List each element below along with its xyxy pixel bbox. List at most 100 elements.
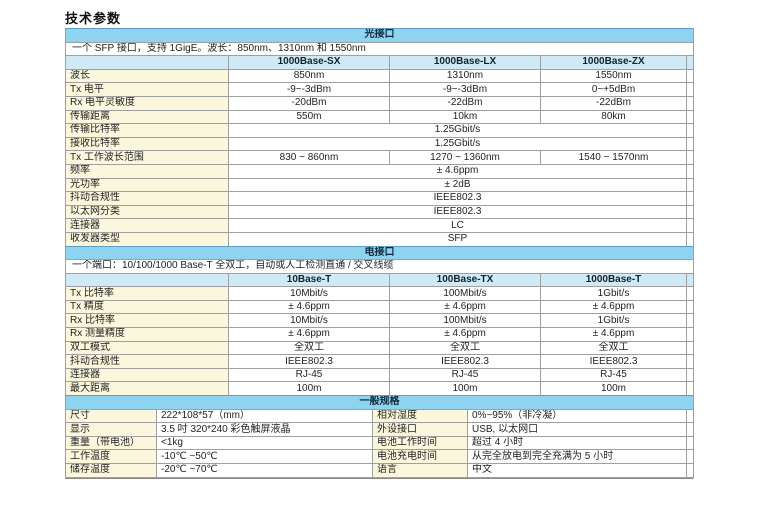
band-row: 一般规格 (64, 395, 695, 410)
value-cell: 100Mbit/s (389, 313, 541, 329)
value-cell: 0%~95%（非冷凝） (467, 408, 687, 424)
edge-cell (685, 231, 695, 247)
row-label: 频率 (65, 163, 229, 179)
row-label: 外设接口 (372, 422, 468, 437)
value-cell: ± 4.6ppm (389, 327, 541, 342)
table-row: Tx 精度 ± 4.6ppm ± 4.6ppm ± 4.6ppm (65, 299, 695, 315)
value-cell: 100m (228, 381, 390, 397)
row-label: 抖动合规性 (65, 191, 229, 206)
row-label: Rx 测量精度 (65, 327, 229, 342)
row-label: 传输距离 (65, 109, 229, 125)
value-cell: 中文 (467, 463, 687, 478)
row-label: 连接器 (65, 218, 229, 233)
edge-cell (685, 55, 695, 70)
edge-cell (685, 313, 695, 329)
edge-cell (685, 123, 695, 138)
edge-cell (685, 272, 695, 288)
value-cell: -22dBm (389, 95, 541, 111)
table-row: 抖动合规性 IEEE802.3 (65, 191, 695, 206)
value-cell: IEEE802.3 (228, 204, 687, 220)
edge-cell (685, 435, 695, 451)
value-cell: 1Gbit/s (540, 286, 687, 301)
value-cell: SFP (228, 231, 687, 247)
value-cell: <1kg (156, 435, 373, 451)
value-cell: RJ-45 (540, 367, 687, 383)
edge-cell (685, 204, 695, 220)
row-label: Tx 工作波长范围 (65, 150, 229, 165)
value-cell: 1.25Gbit/s (228, 123, 687, 138)
value-cell: -22dBm (540, 95, 687, 111)
edge-cell (685, 82, 695, 97)
table-row: 最大距离 100m 100m 100m (65, 381, 695, 397)
column-header: 1000Base-ZX (540, 55, 687, 70)
section-note: 一个 SFP 接口，支持 1GigE。波长：850nm、1310nm 和 155… (64, 41, 695, 57)
table-row: Rx 比特率 10Mbit/s 100Mbit/s 1Gbit/s (65, 313, 695, 329)
value-cell: IEEE802.3 (540, 354, 687, 369)
table-row: 显示 3.5 吋 320*240 彩色触屏液晶 外设接口 USB, 以太网口 (65, 422, 695, 437)
table-row: 光功率 ± 2dB (65, 177, 695, 193)
row-label: Tx 比特率 (65, 286, 229, 301)
value-cell: 830 ~ 860nm (228, 150, 390, 165)
colhead-row: 1000Base-SX 1000Base-LX 1000Base-ZX (65, 55, 695, 70)
table-row: Tx 电平 -9~-3dBm -9~-3dBm 0~+5dBm (65, 82, 695, 97)
value-cell: 1310nm (389, 68, 541, 84)
row-label: Tx 精度 (65, 299, 229, 315)
value-cell: LC (228, 218, 687, 233)
row-label: 波长 (65, 68, 229, 84)
value-cell: 从完全放电到完全充满为 5 小时 (467, 449, 687, 464)
edge-cell (685, 68, 695, 84)
table-row: 传输距离 550m 10km 80km (65, 109, 695, 125)
section-header: 一般规格 (64, 395, 695, 410)
edge-cell (685, 422, 695, 437)
table-row: 双工模式 全双工 全双工 全双工 (65, 340, 695, 356)
value-cell: ± 4.6ppm (540, 299, 687, 315)
row-label: 储存温度 (65, 463, 157, 478)
row-label: 光功率 (65, 177, 229, 193)
value-cell: 1270 ~ 1360nm (389, 150, 541, 165)
row-label: 语言 (372, 463, 468, 478)
edge-cell (685, 354, 695, 369)
edge-cell (685, 136, 695, 152)
table-row: 连接器 RJ-45 RJ-45 RJ-45 (65, 367, 695, 383)
column-header-empty (65, 272, 229, 288)
column-header: 1000Base-LX (389, 55, 541, 70)
table-row: 工作温度 -10℃ ~50℃ 电池充电时间 从完全放电到完全充满为 5 小时 (65, 449, 695, 464)
value-cell: ± 4.6ppm (228, 327, 390, 342)
value-cell: 全双工 (540, 340, 687, 356)
row-label: Tx 电平 (65, 82, 229, 97)
note-row: 一个端口：10/100/1000 Base-T 全双工，自动或人工检测直通 / … (64, 259, 695, 274)
value-cell: 80km (540, 109, 687, 125)
value-cell: ± 4.6ppm (389, 299, 541, 315)
value-cell: RJ-45 (228, 367, 390, 383)
section-note: 一个端口：10/100/1000 Base-T 全双工，自动或人工检测直通 / … (64, 259, 695, 274)
column-header-empty (65, 55, 229, 70)
section-header: 光接口 (64, 28, 695, 43)
optical-section-table: 光接口 一个 SFP 接口，支持 1GigE。波长：850nm、1310nm 和 … (64, 28, 695, 247)
table-row: Rx 测量精度 ± 4.6ppm ± 4.6ppm ± 4.6ppm (65, 327, 695, 342)
row-label: 收发器类型 (65, 231, 229, 247)
edge-cell (685, 299, 695, 315)
edge-cell (685, 95, 695, 111)
edge-cell (685, 191, 695, 206)
edge-cell (685, 177, 695, 193)
row-label: 双工模式 (65, 340, 229, 356)
row-label: 电池工作时间 (372, 435, 468, 451)
value-cell: 222*108*57（mm） (156, 408, 373, 424)
row-label: 相对湿度 (372, 408, 468, 424)
row-label: 以太网分类 (65, 204, 229, 220)
electrical-section-table: 电接口 一个端口：10/100/1000 Base-T 全双工，自动或人工检测直通… (64, 245, 695, 397)
table-row: 重量（带电池） <1kg 电池工作时间 超过 4 小时 (65, 435, 695, 451)
table-row: 抖动合规性 IEEE802.3 IEEE802.3 IEEE802.3 (65, 354, 695, 369)
value-cell: ± 2dB (228, 177, 687, 193)
edge-cell (685, 218, 695, 233)
value-cell: 1Gbit/s (540, 313, 687, 329)
row-label: Rx 比特率 (65, 313, 229, 329)
value-cell: 850nm (228, 68, 390, 84)
row-label: 电池充电时间 (372, 449, 468, 464)
table-row: 接收比特率 1.25Gbit/s (65, 136, 695, 152)
value-cell: RJ-45 (389, 367, 541, 383)
row-label: 接收比特率 (65, 136, 229, 152)
value-cell: 超过 4 小时 (467, 435, 687, 451)
edge-cell (685, 367, 695, 383)
row-label: 工作温度 (65, 449, 157, 464)
